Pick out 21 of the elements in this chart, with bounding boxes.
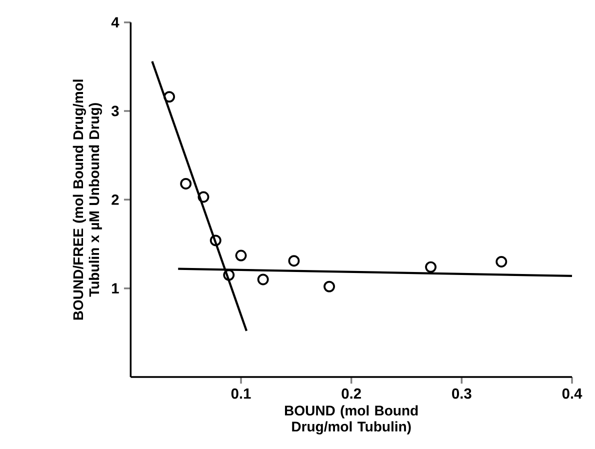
x-tick-label: 0.3 — [452, 388, 472, 399]
y-axis-title: BOUND/FREE (mol Bound Drug/mol Tubulin x µM Unbound Drug) — [72, 80, 102, 320]
y-tick-label: 1 — [112, 283, 119, 294]
point — [180, 178, 192, 190]
x-tick-label: 0.4 — [562, 388, 582, 399]
y-tick-label: 3 — [111, 106, 119, 116]
point — [198, 191, 210, 203]
point — [496, 256, 508, 268]
x-tick-label: 0.1 — [231, 388, 251, 399]
point — [257, 274, 269, 286]
point — [425, 261, 437, 273]
point — [210, 234, 222, 246]
point — [288, 255, 300, 267]
point — [223, 269, 235, 281]
point — [235, 250, 247, 262]
y-tick-label: 4 — [111, 17, 120, 28]
x-tick-label: 0.2 — [342, 388, 361, 399]
point — [164, 91, 176, 103]
point — [324, 280, 336, 292]
y-tick-label: 2 — [112, 194, 119, 205]
x-axis-title: BOUND (mol Bound Drug/mol Tubulin) — [285, 405, 418, 434]
